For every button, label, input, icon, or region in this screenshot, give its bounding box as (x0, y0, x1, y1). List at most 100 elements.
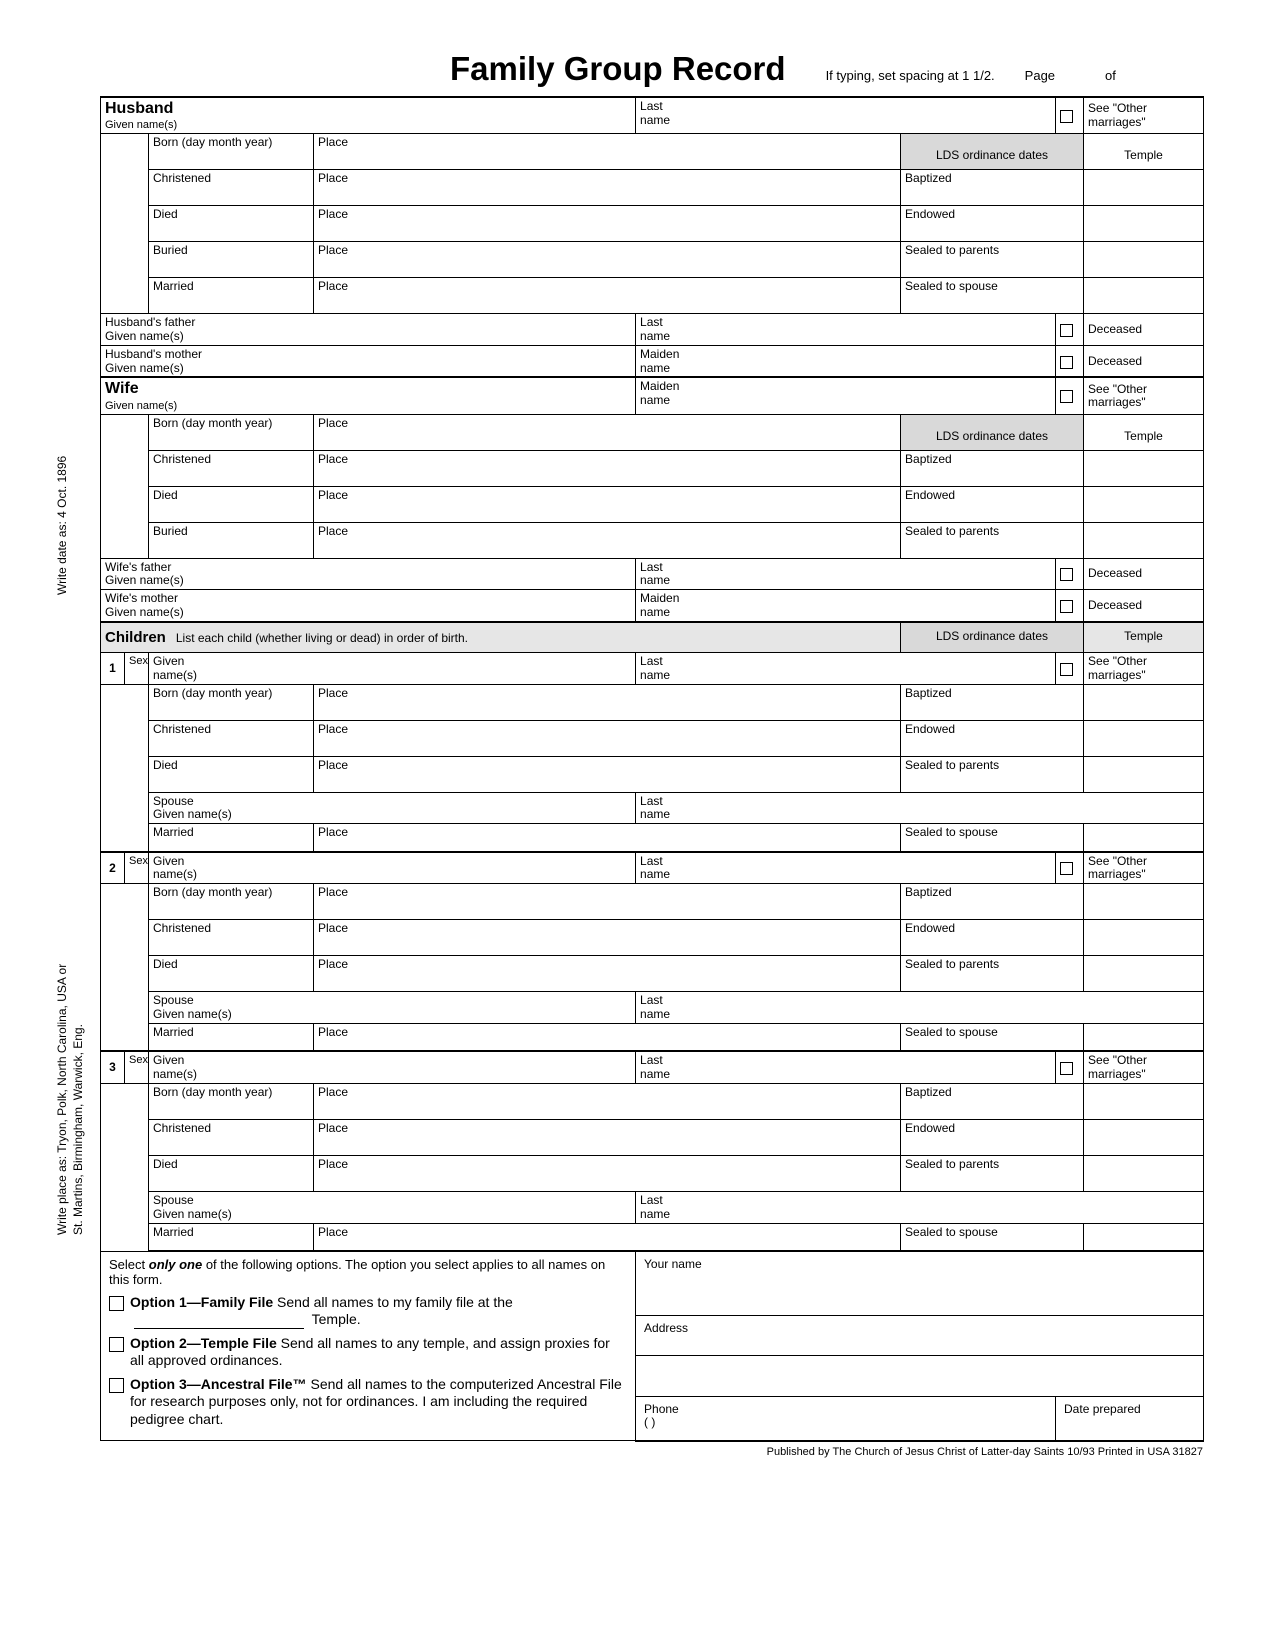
c2-spouse-given[interactable]: Spouse Given name(s) (149, 992, 636, 1024)
endowed-cell[interactable]: Endowed (901, 206, 1084, 242)
c3-temple-2[interactable] (1084, 1119, 1204, 1155)
w-died-place[interactable]: Place (314, 486, 901, 522)
deceased-cb-1[interactable] (1056, 314, 1084, 346)
c2-baptized[interactable]: Baptized (901, 884, 1084, 920)
c3-christened[interactable]: Christened (149, 1119, 314, 1155)
w-endowed[interactable]: Endowed (901, 486, 1084, 522)
c3-christened-place[interactable]: Place (314, 1119, 901, 1155)
c3-died-place[interactable]: Place (314, 1155, 901, 1191)
deceased-cb-2[interactable] (1056, 345, 1084, 377)
c3-born[interactable]: Born (day month year) (149, 1083, 314, 1119)
c3-given[interactable]: Given name(s) (149, 1051, 636, 1083)
option-2-checkbox[interactable] (109, 1337, 124, 1352)
w-mother-maiden[interactable]: Maiden name (636, 590, 1056, 622)
option-3[interactable]: Option 3—Ancestral File™ Send all names … (109, 1376, 627, 1429)
c1-endowed[interactable]: Endowed (901, 720, 1084, 756)
c3-born-place[interactable]: Place (314, 1083, 901, 1119)
your-name-cell[interactable]: Your name (636, 1251, 1204, 1315)
sex-label-3[interactable]: Sex (125, 1051, 149, 1083)
deceased-cb-3[interactable] (1056, 558, 1084, 590)
sealed-spouse-cell[interactable]: Sealed to spouse (901, 278, 1084, 314)
c2-christened[interactable]: Christened (149, 920, 314, 956)
temple-cell-1[interactable] (1084, 170, 1204, 206)
wife-maiden[interactable]: Maiden name (636, 377, 1056, 414)
c3-temple-4[interactable] (1084, 1223, 1204, 1251)
w-temple-1[interactable] (1084, 450, 1204, 486)
c3-temple-3[interactable] (1084, 1155, 1204, 1191)
born-place[interactable]: Place (314, 134, 901, 170)
h-father[interactable]: Husband's father Given name(s) (101, 314, 636, 346)
w-christened[interactable]: Christened (149, 450, 314, 486)
c2-temple-4[interactable] (1084, 1023, 1204, 1051)
address-cell-1[interactable]: Address (636, 1315, 1204, 1356)
c3-married-place[interactable]: Place (314, 1223, 901, 1251)
c2-sealed-spouse[interactable]: Sealed to spouse (901, 1023, 1084, 1051)
see-other-checkbox[interactable] (1056, 97, 1084, 134)
deceased-cb-4[interactable] (1056, 590, 1084, 622)
c2-married[interactable]: Married (149, 1023, 314, 1051)
option-2[interactable]: Option 2—Temple File Send all names to a… (109, 1335, 627, 1370)
c1-died-place[interactable]: Place (314, 756, 901, 792)
c1-baptized[interactable]: Baptized (901, 684, 1084, 720)
option-3-checkbox[interactable] (109, 1378, 124, 1393)
c2-christened-place[interactable]: Place (314, 920, 901, 956)
sex-label-1[interactable]: Sex (125, 653, 149, 685)
c1-born[interactable]: Born (day month year) (149, 684, 314, 720)
c1-sealed-parents[interactable]: Sealed to parents (901, 756, 1084, 792)
c3-married[interactable]: Married (149, 1223, 314, 1251)
c1-given[interactable]: Given name(s) (149, 653, 636, 685)
c2-died-place[interactable]: Place (314, 956, 901, 992)
c1-christened[interactable]: Christened (149, 720, 314, 756)
c1-married[interactable]: Married (149, 824, 314, 852)
c3-baptized[interactable]: Baptized (901, 1083, 1084, 1119)
temple-cell-3[interactable] (1084, 242, 1204, 278)
c1-sealed-spouse[interactable]: Sealed to spouse (901, 824, 1084, 852)
christened-place[interactable]: Place (314, 170, 901, 206)
h-mother[interactable]: Husband's mother Given name(s) (101, 345, 636, 377)
w-buried-place[interactable]: Place (314, 522, 901, 558)
option-1[interactable]: Option 1—Family File Send all names to m… (109, 1294, 627, 1329)
h-mother-maiden[interactable]: Maiden name (636, 345, 1056, 377)
c2-died[interactable]: Died (149, 956, 314, 992)
w-temple-2[interactable] (1084, 486, 1204, 522)
sex-label-2[interactable]: Sex (125, 852, 149, 884)
w-buried[interactable]: Buried (149, 522, 314, 558)
c2-married-place[interactable]: Place (314, 1023, 901, 1051)
w-christened-place[interactable]: Place (314, 450, 901, 486)
h-father-last[interactable]: Last name (636, 314, 1056, 346)
married-place[interactable]: Place (314, 278, 901, 314)
c1-born-place[interactable]: Place (314, 684, 901, 720)
sealed-parents-cell[interactable]: Sealed to parents (901, 242, 1084, 278)
c2-sealed-parents[interactable]: Sealed to parents (901, 956, 1084, 992)
w-temple-3[interactable] (1084, 522, 1204, 558)
c1-christened-place[interactable]: Place (314, 720, 901, 756)
c3-sealed-parents[interactable]: Sealed to parents (901, 1155, 1084, 1191)
husband-last[interactable]: Last name (636, 97, 1056, 134)
c2-see-cb[interactable] (1056, 852, 1084, 884)
w-father[interactable]: Wife's father Given name(s) (101, 558, 636, 590)
c1-temple-3[interactable] (1084, 756, 1204, 792)
christened-label[interactable]: Christened (149, 170, 314, 206)
c1-temple-1[interactable] (1084, 684, 1204, 720)
temple-fill-line[interactable] (134, 1328, 304, 1329)
c2-born[interactable]: Born (day month year) (149, 884, 314, 920)
c2-born-place[interactable]: Place (314, 884, 901, 920)
temple-cell-4[interactable] (1084, 278, 1204, 314)
date-prepared-cell[interactable]: Date prepared (1056, 1396, 1204, 1441)
c1-died[interactable]: Died (149, 756, 314, 792)
c3-see-cb[interactable] (1056, 1051, 1084, 1083)
c3-temple-1[interactable] (1084, 1083, 1204, 1119)
c1-temple-4[interactable] (1084, 824, 1204, 852)
w-born[interactable]: Born (day month year) (149, 414, 314, 450)
address-cell-2[interactable] (636, 1356, 1204, 1397)
c2-temple-1[interactable] (1084, 884, 1204, 920)
c2-endowed[interactable]: Endowed (901, 920, 1084, 956)
c2-temple-2[interactable] (1084, 920, 1204, 956)
c1-last[interactable]: Last name (636, 653, 1056, 685)
phone-cell[interactable]: Phone( ) (636, 1396, 1056, 1441)
c2-given[interactable]: Given name(s) (149, 852, 636, 884)
w-father-last[interactable]: Last name (636, 558, 1056, 590)
c1-spouse-last[interactable]: Last name (636, 792, 1204, 824)
married-label[interactable]: Married (149, 278, 314, 314)
c1-temple-2[interactable] (1084, 720, 1204, 756)
